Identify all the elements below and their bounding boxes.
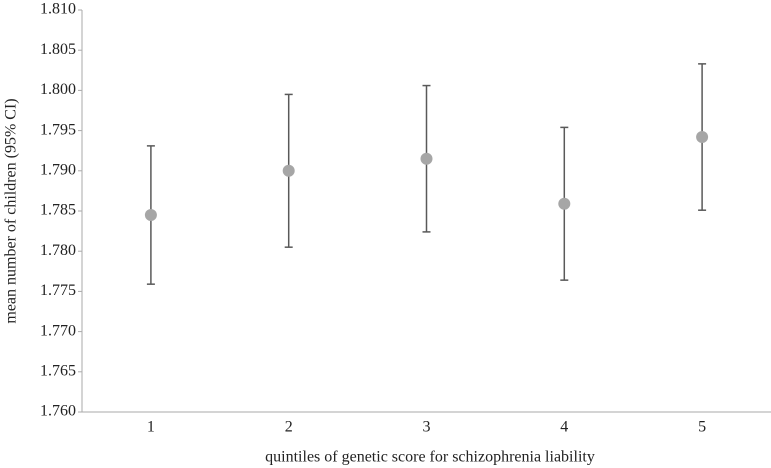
point	[144, 209, 157, 222]
point	[282, 164, 295, 177]
y-tick-label: 1.810	[40, 1, 76, 18]
point	[558, 197, 571, 210]
y-tick-label: 1.795	[40, 121, 76, 138]
x-tick-label: 2	[285, 419, 293, 436]
y-tick-label: 1.800	[40, 81, 76, 98]
x-tick-label: 5	[698, 419, 706, 436]
point	[420, 152, 433, 165]
x-axis-label: quintiles of genetic score for schizophr…	[265, 449, 595, 466]
y-tick-label: 1.805	[40, 41, 76, 58]
x-tick-label: 3	[423, 419, 431, 436]
point	[696, 131, 709, 144]
y-tick-label: 1.785	[40, 202, 76, 219]
y-tick-label: 1.770	[40, 322, 76, 339]
y-tick-label: 1.790	[40, 161, 76, 178]
y-axis-label: mean number of children (95% CI)	[3, 98, 20, 323]
y-tick-label: 1.765	[40, 362, 76, 379]
y-tick-label: 1.775	[40, 282, 76, 299]
y-tick-label: 1.780	[40, 242, 76, 259]
x-tick-label: 1	[147, 419, 155, 436]
y-tick-label: 1.760	[40, 403, 76, 420]
x-tick-label: 4	[560, 419, 568, 436]
